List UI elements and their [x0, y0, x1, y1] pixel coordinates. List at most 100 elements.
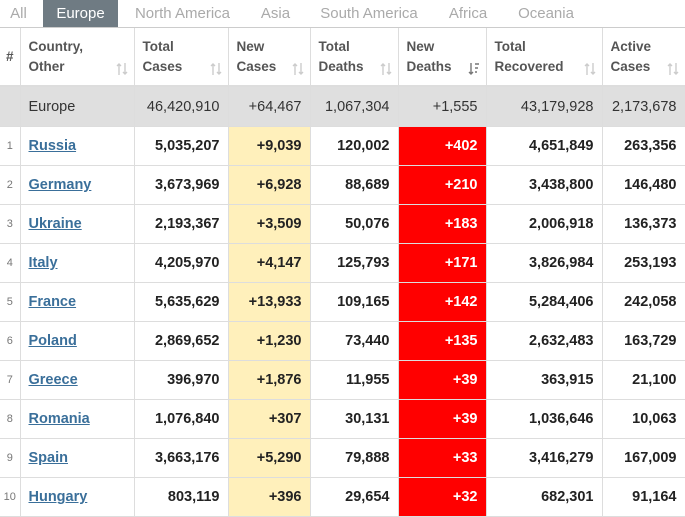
header-new-cases[interactable]: New Cases	[228, 28, 311, 87]
new-cases-cell: +13,933	[228, 282, 311, 322]
total-deaths-cell: 1,067,304	[310, 86, 399, 127]
new-cases-cell: +307	[228, 399, 311, 439]
header-index[interactable]: #	[0, 28, 21, 87]
country-link[interactable]: Germany	[28, 177, 92, 193]
total-recovered-cell: 682,301	[486, 477, 603, 517]
total-deaths-cell: 11,955	[310, 360, 399, 400]
new-cases-cell: +9,039	[228, 126, 311, 166]
total-deaths-cell: 30,131	[310, 399, 399, 439]
row-index: 10	[0, 477, 21, 517]
total-cases-cell: 4,205,970	[134, 243, 229, 283]
active-cases-cell: 242,058	[602, 282, 685, 322]
table-row: 2 Germany 3,673,969 +6,928 88,689 +210 3,438,8…	[0, 165, 685, 205]
total-cases-cell: 5,035,207	[134, 126, 229, 166]
country-cell: Hungary	[20, 477, 135, 517]
country-cell: Italy	[20, 243, 135, 283]
row-index: 1	[0, 126, 21, 166]
new-deaths-cell: +32	[398, 477, 487, 517]
country-link[interactable]: Poland	[28, 333, 77, 349]
total-deaths-cell: 88,689	[310, 165, 399, 205]
table-row: 6 Poland 2,869,652 +1,230 73,440 +135 2,632,48…	[0, 321, 685, 361]
row-index: 2	[0, 165, 21, 205]
tab-all[interactable]: All	[10, 5, 27, 22]
new-deaths-cell: +39	[398, 360, 487, 400]
new-deaths-cell: +135	[398, 321, 487, 361]
total-deaths-cell: 79,888	[310, 438, 399, 478]
active-cases-cell: 136,373	[602, 204, 685, 244]
tab-south-america[interactable]: South America	[320, 5, 418, 22]
country-link[interactable]: Spain	[28, 450, 68, 466]
total-deaths-cell: 73,440	[310, 321, 399, 361]
active-cases-cell: 163,729	[602, 321, 685, 361]
total-recovered-cell: 363,915	[486, 360, 603, 400]
country-link[interactable]: Hungary	[28, 489, 88, 505]
active-cases-cell: 146,480	[602, 165, 685, 205]
new-cases-cell: +4,147	[228, 243, 311, 283]
row-index: 6	[0, 321, 21, 361]
header-total-deaths[interactable]: Total Deaths	[310, 28, 399, 87]
sort-arrows-icon	[210, 63, 221, 75]
tab-africa[interactable]: Africa	[448, 5, 488, 22]
new-deaths-cell: +39	[398, 399, 487, 439]
active-cases-cell: 253,193	[602, 243, 685, 283]
new-cases-cell: +1,876	[228, 360, 311, 400]
table-row: 3 Ukraine 2,193,367 +3,509 50,076 +183 2,006,9…	[0, 204, 685, 244]
table-row: 10 Hungary 803,119 +396 29,654 +32 682,301 91,1…	[0, 477, 685, 517]
header-total-recovered[interactable]: Total Recovered	[486, 28, 603, 87]
total-cases-cell: 2,869,652	[134, 321, 229, 361]
total-recovered-cell: 2,632,483	[486, 321, 603, 361]
total-cases-cell: 1,076,840	[134, 399, 229, 439]
header-total-cases[interactable]: Total Cases	[134, 28, 229, 87]
total-row: Europe 46,420,910 +64,467 1,067,304 +1,5…	[0, 86, 685, 127]
header-row: # Country, Other Total Cases New Cases Tota…	[0, 28, 685, 87]
total-deaths-cell: 120,002	[310, 126, 399, 166]
country-cell: Ukraine	[20, 204, 135, 244]
europe-covid-table: # Country, Other Total Cases New Cases Tota…	[0, 28, 685, 517]
country-link[interactable]: Russia	[28, 138, 77, 154]
sort-arrows-icon	[380, 63, 391, 75]
table-row: 5 France 5,635,629 +13,933 109,165 +142 5,284,…	[0, 282, 685, 322]
total-recovered-cell: 2,006,918	[486, 204, 603, 244]
header-new-deaths[interactable]: New Deaths	[398, 28, 487, 87]
new-cases-cell: +3,509	[228, 204, 311, 244]
sort-desc-icon	[468, 63, 479, 75]
header-country[interactable]: Country, Other	[20, 28, 135, 87]
new-cases-cell: +6,928	[228, 165, 311, 205]
active-cases-cell: 21,100	[602, 360, 685, 400]
total-cases-cell: 46,420,910	[134, 86, 229, 127]
country-cell: Romania	[20, 399, 135, 439]
new-deaths-cell: +402	[398, 126, 487, 166]
table-row: 7 Greece 396,970 +1,876 11,955 +39 363,915 21,1…	[0, 360, 685, 400]
header-active-cases[interactable]: Active Cases	[602, 28, 685, 87]
total-cases-cell: 803,119	[134, 477, 229, 517]
new-cases-cell: +396	[228, 477, 311, 517]
active-cases-cell: 167,009	[602, 438, 685, 478]
total-cases-cell: 396,970	[134, 360, 229, 400]
total-recovered-cell: 4,651,849	[486, 126, 603, 166]
tab-north-america[interactable]: North America	[134, 5, 231, 22]
total-recovered-cell: 43,179,928	[486, 86, 603, 127]
total-cases-cell: 2,193,367	[134, 204, 229, 244]
new-cases-cell: +1,230	[228, 321, 311, 361]
country-link[interactable]: Italy	[28, 255, 58, 271]
country-link[interactable]: Greece	[28, 372, 78, 388]
total-cases-cell: 3,663,176	[134, 438, 229, 478]
total-deaths-cell: 29,654	[310, 477, 399, 517]
new-deaths-cell: +171	[398, 243, 487, 283]
row-index: 7	[0, 360, 21, 400]
new-cases-cell: +64,467	[228, 86, 311, 127]
sort-arrows-icon	[667, 63, 678, 75]
country-link[interactable]: Romania	[28, 411, 90, 427]
country-cell: Poland	[20, 321, 135, 361]
sort-arrows-icon	[292, 63, 303, 75]
table-row: 4 Italy 4,205,970 +4,147 125,793 +171 3,826,98…	[0, 243, 685, 283]
tab-europe[interactable]: Europe	[43, 0, 118, 27]
country-link[interactable]: France	[28, 294, 77, 310]
row-index: 8	[0, 399, 21, 439]
tab-oceania[interactable]: Oceania	[518, 5, 574, 22]
tab-asia[interactable]: Asia	[260, 5, 291, 22]
row-index: 3	[0, 204, 21, 244]
total-deaths-cell: 50,076	[310, 204, 399, 244]
total-cases-cell: 3,673,969	[134, 165, 229, 205]
country-link[interactable]: Ukraine	[28, 216, 82, 232]
